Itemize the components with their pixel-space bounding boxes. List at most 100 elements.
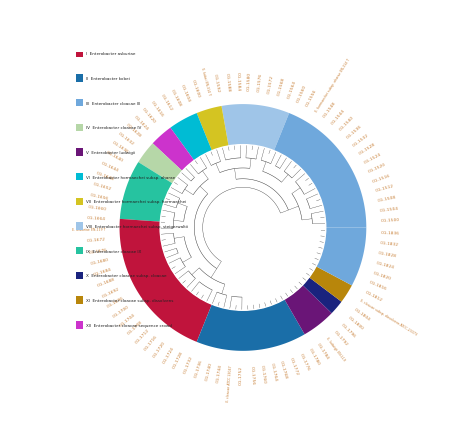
Text: CG-1704: CG-1704: [119, 312, 137, 327]
Text: CG-1676: CG-1676: [88, 247, 107, 254]
Polygon shape: [197, 107, 228, 151]
Circle shape: [160, 145, 326, 311]
Text: CG-1724: CG-1724: [162, 346, 175, 364]
Text: CG-1652: CG-1652: [92, 182, 111, 191]
Text: CG-1620: CG-1620: [141, 106, 156, 124]
Polygon shape: [138, 144, 182, 184]
Text: CG-1708: CG-1708: [127, 320, 143, 336]
Text: CG-1692: CG-1692: [101, 286, 120, 298]
Text: CG-1760: CG-1760: [259, 364, 266, 383]
Text: CG-1816: CG-1816: [369, 280, 388, 291]
Text: CG-1536: CG-1536: [346, 124, 363, 139]
Text: CG-1632: CG-1632: [118, 131, 135, 146]
Text: CG-1520: CG-1520: [368, 162, 387, 173]
Text: XII  Enterobacter cloacae sequence crowd: XII Enterobacter cloacae sequence crowd: [86, 323, 172, 327]
Text: CG-1588: CG-1588: [225, 72, 230, 92]
Polygon shape: [197, 300, 305, 351]
Bar: [75, 149, 83, 156]
Text: CG-1776: CG-1776: [299, 352, 310, 371]
Text: CG-1836: CG-1836: [380, 231, 400, 235]
Text: E. ludwigii EN-119: E. ludwigii EN-119: [325, 336, 346, 361]
Text: CG-1820: CG-1820: [373, 271, 392, 280]
Text: CG-1504: CG-1504: [379, 206, 399, 212]
Text: II  Enterobacter kobei: II Enterobacter kobei: [86, 77, 129, 81]
Text: CG-1744: CG-1744: [216, 363, 223, 382]
Text: E. hormaechei subsp. oharae EN-314 T: E. hormaechei subsp. oharae EN-314 T: [314, 58, 351, 113]
Text: CG-1564: CG-1564: [287, 80, 297, 99]
Text: CG-1740: CG-1740: [205, 361, 213, 380]
Text: CG-1780: CG-1780: [308, 347, 320, 366]
Text: CG-1756: CG-1756: [249, 365, 255, 384]
Bar: [75, 100, 83, 107]
Polygon shape: [171, 114, 212, 161]
Text: CG-1548: CG-1548: [323, 101, 337, 118]
Text: E. asburiae EN-119 T: E. asburiae EN-119 T: [72, 227, 105, 231]
Text: CG-1728: CG-1728: [172, 350, 184, 369]
Text: CG-1572: CG-1572: [267, 74, 274, 94]
Text: CG-1576: CG-1576: [257, 72, 263, 92]
Text: CG-1616: CG-1616: [150, 100, 164, 117]
Text: CG-1832: CG-1832: [380, 241, 399, 247]
Text: CG-1600: CG-1600: [191, 79, 201, 99]
Text: E. cloacae ATCC 13047: E. cloacae ATCC 13047: [226, 364, 233, 401]
Bar: [75, 321, 83, 329]
Text: CG-1804: CG-1804: [353, 307, 371, 321]
Text: CG-1772: CG-1772: [289, 356, 299, 375]
Text: CG-1768: CG-1768: [279, 359, 288, 378]
Bar: [75, 223, 83, 230]
Bar: [75, 272, 83, 279]
Text: CG-1660: CG-1660: [88, 205, 107, 211]
Text: CG-1528: CG-1528: [358, 142, 376, 155]
Bar: [75, 297, 83, 304]
Text: CG-1636: CG-1636: [111, 141, 129, 154]
Text: CG-1532: CG-1532: [352, 133, 370, 147]
Bar: [75, 124, 83, 132]
Text: CG-1512: CG-1512: [375, 184, 394, 193]
Bar: [75, 75, 83, 83]
Text: CG-1696: CG-1696: [107, 295, 125, 308]
Text: E. cloacae subsp. dissolvens ATCC-23373: E. cloacae subsp. dissolvens ATCC-23373: [359, 298, 418, 336]
Text: CG-1716: CG-1716: [143, 334, 158, 351]
Text: CG-1524: CG-1524: [363, 152, 382, 165]
Text: CG-1584: CG-1584: [236, 71, 241, 91]
Text: CG-1560: CG-1560: [296, 84, 308, 103]
Text: CG-1624: CG-1624: [133, 114, 149, 131]
Bar: [75, 198, 83, 206]
Text: CG-1732: CG-1732: [182, 355, 193, 374]
Text: CG-1784: CG-1784: [316, 342, 330, 360]
Text: I  Enterobacter asburiae: I Enterobacter asburiae: [86, 52, 135, 56]
Polygon shape: [316, 228, 366, 286]
Text: VI  Enterobacter hormaechei subsp. oharae: VI Enterobacter hormaechei subsp. oharae: [86, 175, 175, 179]
Text: CG-1580: CG-1580: [247, 72, 252, 91]
Text: CG-1508: CG-1508: [377, 195, 397, 203]
Circle shape: [204, 190, 282, 266]
Text: III  Enterobacter cloacae III: III Enterobacter cloacae III: [86, 102, 140, 106]
Text: CG-1628: CG-1628: [125, 122, 142, 138]
Text: CG-1792: CG-1792: [333, 329, 348, 346]
Text: CG-1608: CG-1608: [170, 88, 182, 107]
Text: CG-1640: CG-1640: [105, 150, 124, 163]
Text: CG-1540: CG-1540: [338, 116, 355, 132]
Text: CG-1828: CG-1828: [378, 251, 397, 258]
Text: IX  Enterobacter cloacae IX: IX Enterobacter cloacae IX: [86, 249, 141, 253]
Polygon shape: [284, 285, 332, 335]
Bar: [75, 50, 83, 58]
Text: CG-1684: CG-1684: [93, 267, 112, 276]
Text: X  Enterobacter cloacae subsp. cloacae: X Enterobacter cloacae subsp. cloacae: [86, 274, 166, 278]
Text: CG-1824: CG-1824: [375, 261, 395, 269]
Text: CG-1500: CG-1500: [380, 218, 400, 223]
Text: CG-1648: CG-1648: [96, 171, 115, 181]
Polygon shape: [302, 278, 341, 314]
Text: CG-1812: CG-1812: [364, 289, 383, 301]
Text: CG-1568: CG-1568: [277, 77, 286, 96]
Text: CG-1644: CG-1644: [100, 160, 119, 172]
Text: CG-1736: CG-1736: [193, 358, 203, 378]
Polygon shape: [274, 114, 366, 228]
Text: CG-1544: CG-1544: [331, 108, 346, 125]
Text: E. kobei EN-314 T: E. kobei EN-314 T: [200, 67, 210, 95]
Text: VII  Enterobacter hormaechei subsp. hormaechei: VII Enterobacter hormaechei subsp. horma…: [86, 200, 186, 204]
Text: CG-1800: CG-1800: [347, 315, 364, 330]
Bar: [75, 247, 83, 255]
Polygon shape: [120, 162, 173, 222]
Text: CG-1656: CG-1656: [89, 193, 109, 201]
